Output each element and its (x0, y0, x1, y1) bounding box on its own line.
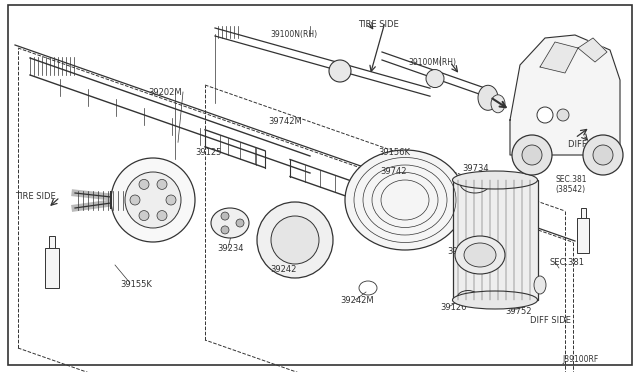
Text: TIRE SIDE: TIRE SIDE (358, 20, 399, 29)
Bar (453, 180, 538, 300)
Ellipse shape (211, 208, 249, 238)
Text: 39742M: 39742M (268, 117, 301, 126)
Circle shape (257, 202, 333, 278)
Text: (38542): (38542) (555, 185, 585, 194)
Ellipse shape (464, 243, 496, 267)
Circle shape (139, 179, 149, 189)
Ellipse shape (426, 70, 444, 87)
Circle shape (271, 216, 319, 264)
Text: 39242M: 39242M (340, 296, 374, 305)
Text: 39234: 39234 (217, 244, 243, 253)
Text: J39100RF: J39100RF (562, 355, 598, 364)
Ellipse shape (452, 291, 538, 309)
Bar (577, 218, 589, 253)
Ellipse shape (478, 85, 498, 110)
Circle shape (537, 107, 553, 123)
Text: 39126: 39126 (440, 303, 467, 312)
Circle shape (139, 211, 149, 221)
Circle shape (157, 211, 167, 221)
Circle shape (221, 212, 229, 220)
Text: 39156K: 39156K (378, 148, 410, 157)
Circle shape (557, 109, 569, 121)
Bar (49, 236, 55, 248)
Ellipse shape (345, 150, 465, 250)
Text: SEC.381: SEC.381 (549, 258, 584, 267)
Ellipse shape (455, 236, 505, 274)
Text: TIRE SIDE: TIRE SIDE (15, 192, 56, 201)
Circle shape (125, 172, 181, 228)
Circle shape (522, 145, 542, 165)
Ellipse shape (505, 295, 525, 309)
Ellipse shape (491, 95, 505, 113)
Polygon shape (510, 35, 620, 155)
Bar (45, 248, 59, 288)
Text: 39120: 39120 (447, 247, 474, 256)
Text: 39742: 39742 (380, 167, 406, 176)
Text: 39125: 39125 (195, 148, 221, 157)
Text: 39202M: 39202M (148, 88, 182, 97)
Ellipse shape (457, 291, 479, 305)
Text: DIFF SIDE: DIFF SIDE (530, 316, 571, 325)
Circle shape (130, 195, 140, 205)
Ellipse shape (452, 171, 538, 189)
Text: 39100M(RH): 39100M(RH) (408, 58, 456, 67)
Bar (581, 208, 586, 218)
Circle shape (512, 135, 552, 175)
Text: 39100N(RH): 39100N(RH) (270, 30, 317, 39)
Ellipse shape (534, 276, 546, 294)
Circle shape (111, 158, 195, 242)
Text: 39752: 39752 (505, 307, 531, 316)
Ellipse shape (329, 60, 351, 82)
Circle shape (583, 135, 623, 175)
Circle shape (593, 145, 613, 165)
Text: SEC.381: SEC.381 (555, 175, 586, 184)
Circle shape (166, 195, 176, 205)
Text: 39734: 39734 (462, 164, 488, 173)
Text: 39242: 39242 (270, 265, 296, 274)
Polygon shape (540, 42, 578, 73)
Polygon shape (578, 38, 607, 62)
Circle shape (157, 179, 167, 189)
Ellipse shape (460, 173, 490, 193)
Circle shape (236, 219, 244, 227)
Text: DIFF SIDE: DIFF SIDE (568, 140, 609, 149)
Text: 39155K: 39155K (120, 280, 152, 289)
Circle shape (221, 226, 229, 234)
